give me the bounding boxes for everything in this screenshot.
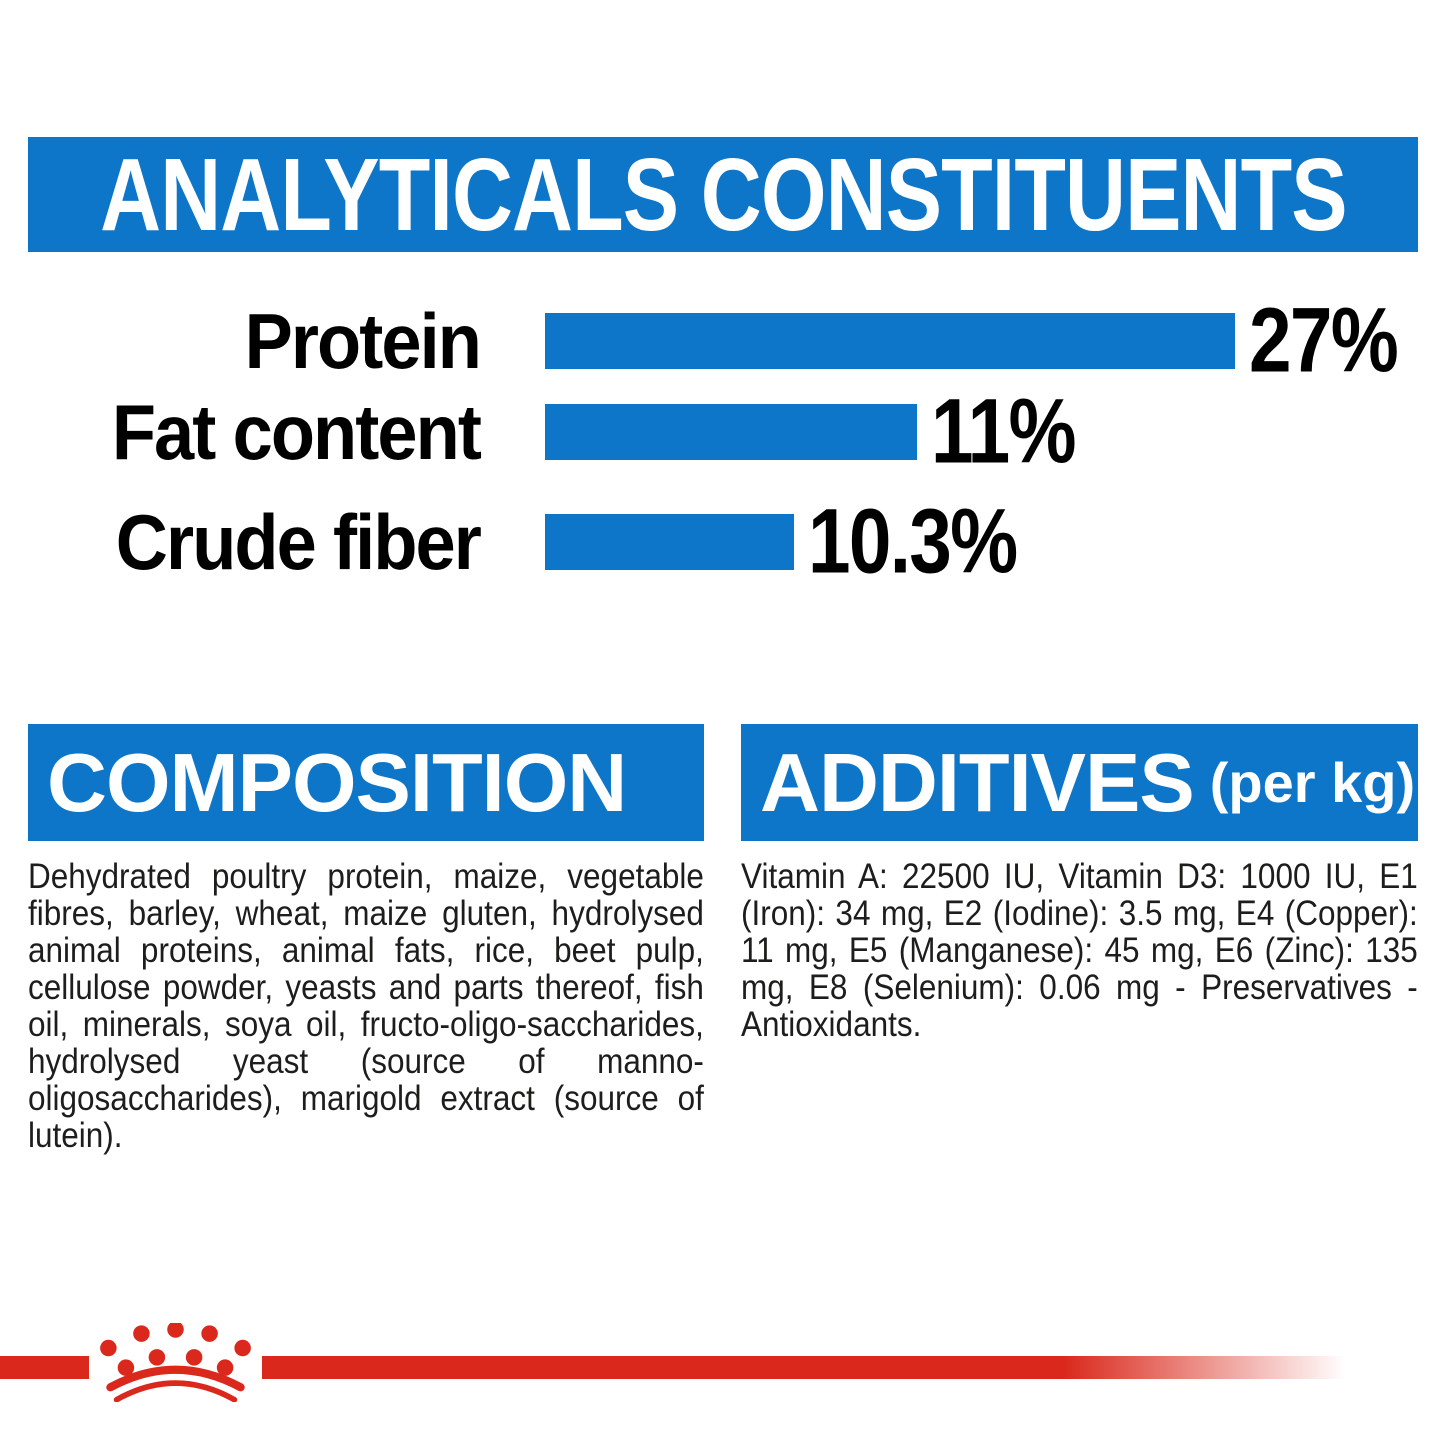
chart-category-label: Protein [244,297,482,385]
chart-value-label: 11% [931,380,1076,483]
chart-value-label: 10.3% [808,490,1018,593]
red-stripe-right-segment [262,1356,1346,1379]
chart-value-bar [545,313,1235,369]
chart-category-label: Fat content [111,388,482,476]
additives-header-banner: ADDITIVES (per kg) [741,724,1418,841]
analyticals-title: ANALYTICALS CONSTITUENTS [99,136,1347,252]
additives-body-text: Vitamin A: 22500 IU, Vitamin D3: 1000 IU… [741,857,1418,1044]
composition-body-text: Dehydrated poultry protein, maize, veget… [28,857,704,1155]
royal-canin-crown-icon [100,1323,251,1402]
chart-row: Fat content 11% [28,380,1100,482]
chart-category-label: Crude fiber [115,498,482,586]
composition-section: COMPOSITION Dehydrated poultry protein, … [28,724,704,1154]
chart-value-bar [545,404,917,460]
chart-row: Protein 27% [28,289,1423,391]
analyticals-header-banner: ANALYTICALS CONSTITUENTS [28,136,1418,252]
composition-title: COMPOSITION [47,735,627,829]
additives-title: ADDITIVES [760,735,1195,829]
chart-value-bar [545,514,794,570]
chart-row: Crude fiber 10.3% [28,490,1053,592]
additives-title-suffix: (per kg) [1209,751,1416,814]
analytical-constituents-chart: Protein 27% Fat content 11% Crude fiber … [28,289,1418,592]
red-stripe-left-segment [0,1356,89,1379]
composition-header-banner: COMPOSITION [28,724,704,841]
additives-section: ADDITIVES (per kg) Vitamin A: 22500 IU, … [741,724,1418,1043]
chart-value-label: 27% [1249,289,1399,392]
